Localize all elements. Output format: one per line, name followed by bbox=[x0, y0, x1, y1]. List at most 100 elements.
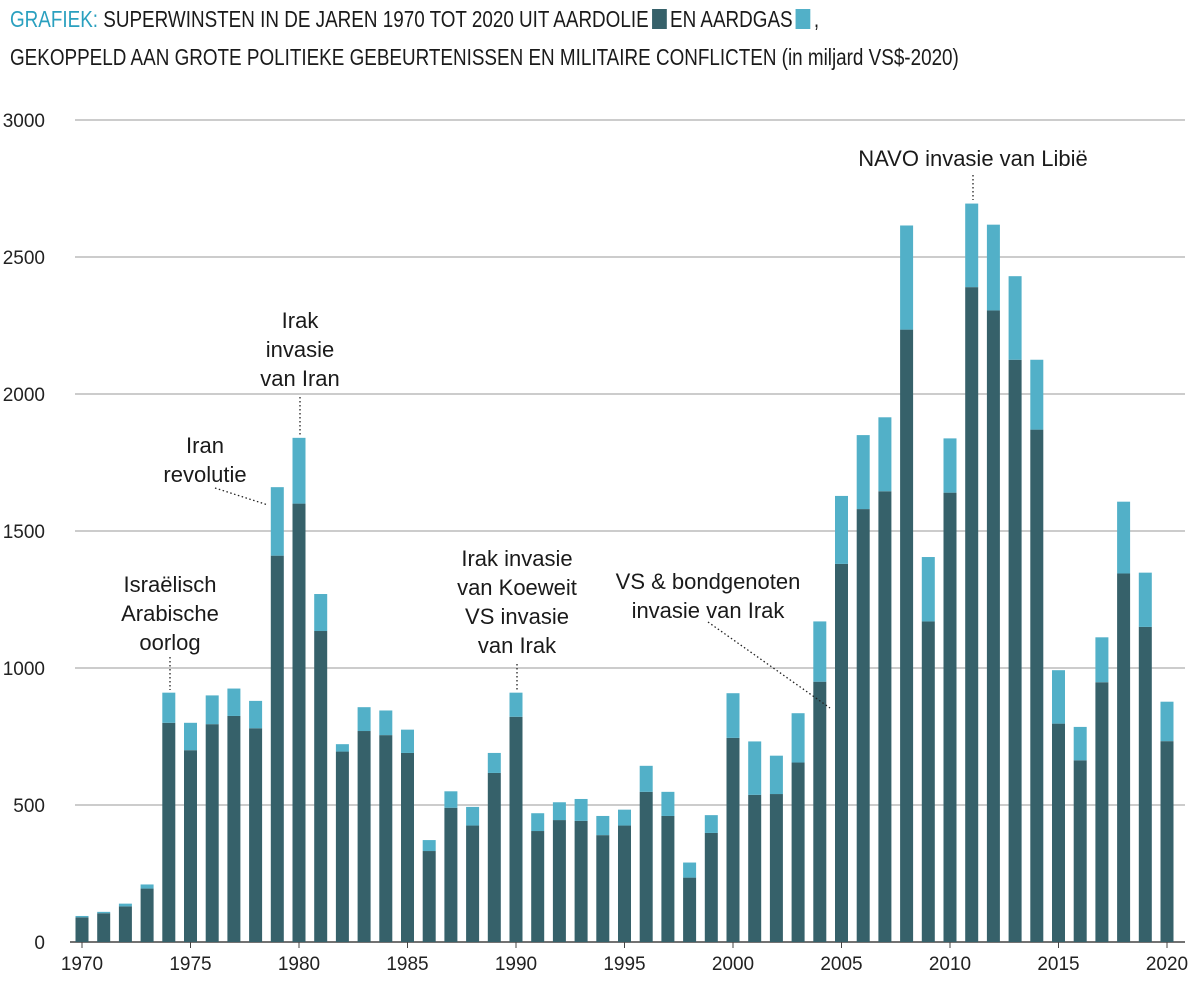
bar-gas-1976 bbox=[205, 695, 219, 725]
bar-oil-1975 bbox=[184, 750, 197, 942]
bar-oil-1979 bbox=[270, 555, 284, 942]
bar-oil-1999 bbox=[704, 832, 718, 942]
bar-gas-1971 bbox=[97, 911, 111, 914]
y-tick-label: 2500 bbox=[3, 248, 45, 269]
annotation-text-2011: NAVO invasie van Libië bbox=[858, 146, 1088, 171]
bar-oil-1998 bbox=[683, 877, 697, 942]
bar-oil-1994 bbox=[596, 835, 610, 942]
bar-gas-1987 bbox=[444, 791, 458, 808]
bar-oil-1981 bbox=[314, 631, 328, 942]
x-tick-label: 1980 bbox=[278, 954, 320, 975]
bar-gas-1997 bbox=[661, 791, 675, 816]
bar-oil-1990 bbox=[509, 716, 523, 942]
bar-gas-1978 bbox=[249, 700, 263, 729]
bar-gas-2011 bbox=[965, 203, 979, 288]
annotation-text-1974: oorlog bbox=[139, 630, 200, 655]
x-tick-label: 2000 bbox=[712, 954, 754, 975]
bar-oil-1970 bbox=[75, 917, 89, 942]
bar-oil-2006 bbox=[856, 509, 870, 942]
annotation-text-1980: Irak bbox=[282, 308, 320, 333]
bar-gas-1994 bbox=[596, 815, 610, 836]
bar-gas-1993 bbox=[574, 798, 588, 821]
bar-oil-1972 bbox=[118, 906, 132, 942]
bar-oil-1976 bbox=[205, 724, 219, 942]
chart-title-line-2: GEKOPPELD AAN GROTE POLITIEKE GEBEURTENI… bbox=[10, 44, 959, 70]
x-tick-label: 1995 bbox=[603, 954, 645, 975]
bar-gas-2018 bbox=[1117, 501, 1131, 574]
chart-title-line-1: GRAFIEK: SUPERWINSTEN IN DE JAREN 1970 T… bbox=[10, 6, 819, 33]
x-tick-label: 2020 bbox=[1146, 954, 1188, 975]
bar-oil-2007 bbox=[878, 491, 892, 942]
bar-gas-1975 bbox=[184, 722, 197, 751]
bar-gas-2013 bbox=[1008, 276, 1022, 360]
bar-gas-1992 bbox=[552, 802, 566, 821]
bar-gas-2016 bbox=[1073, 726, 1087, 761]
bar-gas-2004 bbox=[813, 621, 827, 682]
bar-oil-1991 bbox=[531, 831, 545, 942]
bar-oil-1992 bbox=[552, 820, 566, 942]
bar-oil-2002 bbox=[769, 794, 783, 942]
bar-oil-1997 bbox=[661, 815, 675, 942]
bar-oil-2001 bbox=[748, 794, 762, 942]
bar-oil-1977 bbox=[227, 715, 241, 942]
bar-gas-1983 bbox=[357, 707, 371, 732]
bar-oil-2005 bbox=[835, 563, 848, 942]
y-tick-label: 1000 bbox=[3, 659, 45, 680]
bar-gas-1980 bbox=[292, 437, 306, 504]
bar-gas-2008 bbox=[900, 225, 914, 330]
bar-gas-2014 bbox=[1030, 359, 1044, 430]
bar-oil-2012 bbox=[986, 310, 1000, 942]
bar-gas-1990 bbox=[509, 692, 523, 717]
bar-gas-1984 bbox=[379, 710, 393, 736]
bar-gas-1982 bbox=[335, 744, 349, 752]
bar-gas-2020 bbox=[1160, 701, 1174, 742]
bar-gas-1973 bbox=[140, 884, 154, 889]
bar-gas-1998 bbox=[683, 862, 697, 878]
bar-oil-2011 bbox=[965, 287, 979, 942]
bar-gas-2019 bbox=[1138, 572, 1152, 627]
annotation-text-2003: invasie van Irak bbox=[632, 598, 786, 623]
annotation-text-2003: VS & bondgenoten bbox=[616, 569, 801, 594]
annotation-text-1974: Israëlisch bbox=[124, 572, 217, 597]
bar-oil-2014 bbox=[1030, 429, 1044, 942]
bar-oil-2010 bbox=[943, 492, 957, 942]
bar-oil-2004 bbox=[813, 681, 827, 942]
bar-oil-1989 bbox=[487, 772, 501, 942]
annotation-text-1990: VS invasie bbox=[465, 604, 569, 629]
bar-gas-1979 bbox=[270, 487, 284, 556]
title-text-b: EN AARDGAS bbox=[669, 6, 793, 32]
bar-oil-2013 bbox=[1008, 359, 1022, 942]
bar-gas-1977 bbox=[227, 688, 241, 716]
bar-oil-2009 bbox=[921, 621, 935, 942]
annotation-text-1980: van Iran bbox=[260, 366, 340, 391]
bar-gas-1985 bbox=[401, 729, 414, 753]
x-tick-label: 1990 bbox=[495, 954, 537, 975]
annotation-text-1974: Arabische bbox=[121, 601, 219, 626]
y-tick-label: 3000 bbox=[3, 111, 45, 132]
bar-oil-2015 bbox=[1052, 723, 1065, 942]
bar-oil-2003 bbox=[791, 762, 805, 942]
bar-oil-1988 bbox=[466, 825, 480, 942]
bar-oil-2008 bbox=[900, 329, 914, 942]
bar-oil-2016 bbox=[1073, 760, 1087, 942]
bar-gas-2015 bbox=[1052, 670, 1065, 724]
bar-gas-2006 bbox=[856, 435, 870, 510]
bar-gas-2012 bbox=[986, 224, 1000, 311]
bar-gas-2002 bbox=[769, 755, 783, 795]
title-text-a: SUPERWINSTEN IN DE JAREN 1970 TOT 2020 U… bbox=[103, 6, 649, 32]
oil-legend-swatch bbox=[651, 9, 667, 29]
annotation-leader-1979 bbox=[214, 487, 269, 506]
bar-oil-1986 bbox=[422, 851, 436, 942]
bar-gas-2017 bbox=[1095, 637, 1109, 683]
bar-oil-1996 bbox=[639, 791, 653, 942]
annotation-text-1979: revolutie bbox=[163, 462, 246, 487]
bar-oil-1978 bbox=[249, 728, 263, 942]
bar-oil-1985 bbox=[401, 752, 414, 942]
y-tick-label: 1500 bbox=[3, 522, 45, 543]
x-tick-label: 2015 bbox=[1037, 954, 1079, 975]
annotation-leader-2003 bbox=[707, 621, 831, 709]
y-tick-label: 0 bbox=[34, 933, 45, 954]
bar-gas-1991 bbox=[531, 813, 545, 832]
annotation-text-1990: van Koeweit bbox=[457, 575, 577, 600]
